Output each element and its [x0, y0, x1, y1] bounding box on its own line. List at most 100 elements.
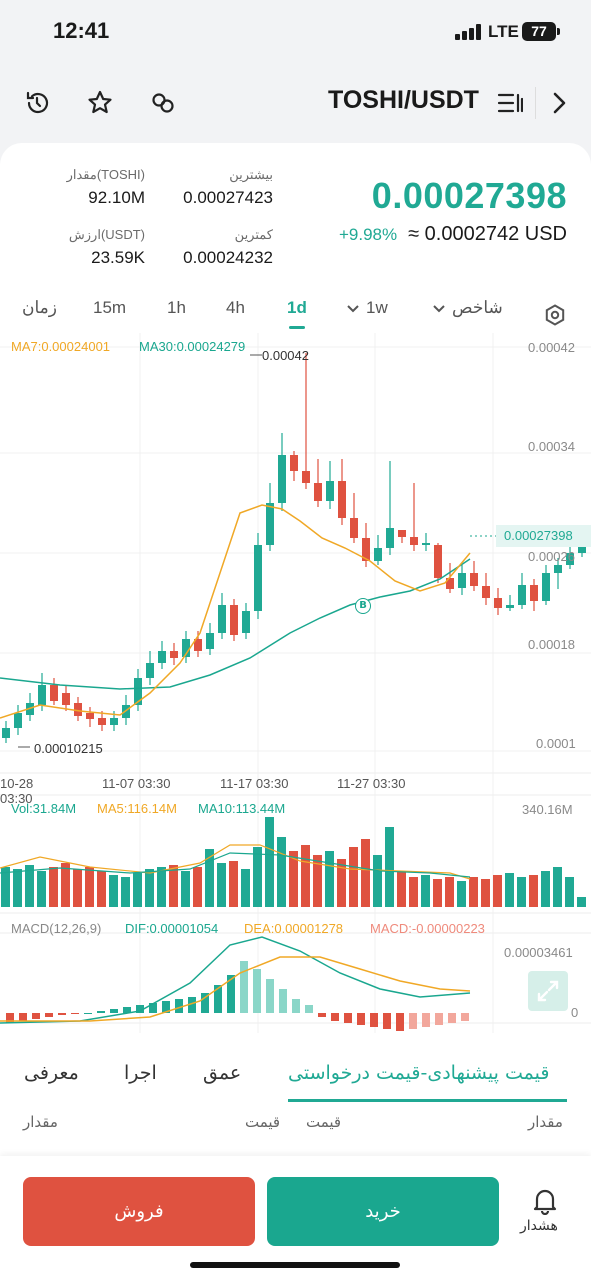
- tab-1d[interactable]: 1d: [287, 298, 307, 317]
- history-icon[interactable]: [17, 83, 57, 123]
- macd-bar: [422, 1013, 430, 1027]
- kline-chart[interactable]: [0, 333, 591, 1045]
- volume-bar: [349, 847, 358, 907]
- col-price-ask: قیمت: [245, 1113, 281, 1131]
- tab-time[interactable]: زمان: [22, 298, 57, 317]
- volume-bar: [481, 879, 490, 907]
- tab-4h[interactable]: 4h: [226, 298, 245, 317]
- candle-body: [494, 598, 502, 608]
- macd-bar: [6, 1013, 14, 1023]
- star-icon[interactable]: [80, 83, 120, 123]
- macd-bar: [162, 1001, 170, 1013]
- candle-body: [482, 586, 490, 598]
- current-price-tag: 0.00027398: [496, 525, 591, 547]
- macd-bar: [136, 1005, 144, 1013]
- volume-bar: [133, 873, 142, 907]
- buy-button[interactable]: خرید: [267, 1177, 499, 1246]
- sell-button[interactable]: فروش: [23, 1177, 255, 1246]
- last-price: 0.00027398: [371, 175, 567, 216]
- volume-bar: [97, 871, 106, 907]
- chevron-right-icon[interactable]: [539, 83, 579, 123]
- pair-title[interactable]: TOSHI/USDT: [328, 86, 479, 114]
- candle-body: [554, 565, 562, 573]
- macd-bar: [344, 1013, 352, 1023]
- candle-body: [158, 651, 166, 663]
- macd-bar: [149, 1003, 157, 1013]
- macd-bar: [175, 999, 183, 1013]
- vol-ma5-legend: MA5:116.14M: [97, 801, 177, 816]
- high-label: بیشترین: [229, 167, 273, 182]
- macd-bar: [45, 1013, 53, 1017]
- min-price-label: 0.00010215: [34, 741, 103, 756]
- candle-body: [434, 545, 442, 578]
- tab-1w-dropdown[interactable]: 1w: [346, 298, 388, 318]
- volume-bar: [61, 863, 70, 907]
- volume-bar: [541, 871, 550, 907]
- tab-orderbook[interactable]: قیمت پیشنهادی-قیمت درخواستی: [288, 1062, 550, 1084]
- bell-icon[interactable]: [532, 1187, 558, 1219]
- volume-bar: [253, 847, 262, 907]
- status-time: 12:41: [53, 18, 110, 43]
- volume-bar: [193, 867, 202, 907]
- vol-max-label: 340.16M: [522, 802, 573, 817]
- volume-bar: [493, 875, 502, 907]
- volume-bar: [229, 861, 238, 907]
- candle-body: [518, 585, 526, 605]
- macd-bar: [71, 1013, 79, 1014]
- volume-bar: [577, 897, 586, 907]
- macd-dea: DEA:0.00001278: [244, 921, 344, 936]
- network-label: LTE: [488, 22, 519, 41]
- expand-icon[interactable]: [528, 971, 568, 1011]
- volume-bar: [181, 871, 190, 907]
- link-icon[interactable]: [143, 83, 183, 123]
- tab-1h[interactable]: 1h: [167, 298, 186, 317]
- settings-icon[interactable]: [544, 304, 566, 331]
- max-price-label: 0.00042: [262, 348, 309, 363]
- volume-bar: [109, 875, 118, 907]
- candle-body: [38, 685, 46, 705]
- tab-15m[interactable]: 15m: [93, 298, 127, 317]
- candle-body: [230, 605, 238, 635]
- candle-body: [182, 639, 190, 657]
- alert-label[interactable]: هشدار: [520, 1218, 558, 1234]
- volume-bar: [265, 817, 274, 907]
- volume-bar: [337, 859, 346, 907]
- macd-bar: [84, 1013, 92, 1014]
- macd-bar: [305, 1005, 313, 1013]
- menu-icon[interactable]: [490, 83, 530, 123]
- candle-body: [542, 573, 550, 601]
- volume-bar: [301, 845, 310, 907]
- candle-body: [62, 693, 70, 705]
- orderbook-tab-indicator: [288, 1099, 567, 1102]
- volume-bar: [373, 855, 382, 907]
- macd-bar: [123, 1007, 131, 1013]
- x-tick-3: 11-17 03:30: [220, 776, 289, 791]
- price-change: +9.98%: [339, 225, 398, 244]
- volume-bar: [1, 867, 10, 907]
- home-indicator: [190, 1262, 400, 1268]
- volume-bar: [409, 877, 418, 907]
- indicator-dropdown[interactable]: شاخص: [432, 298, 503, 318]
- tab-info[interactable]: معرفی: [24, 1062, 79, 1084]
- macd-bar: [32, 1013, 40, 1019]
- chevron-down-icon: [433, 304, 445, 312]
- macd-title: MACD(12,26,9): [11, 921, 102, 936]
- tab-1w-label: 1w: [366, 298, 388, 317]
- volume-bar: [73, 869, 82, 907]
- macd-bar: [318, 1013, 326, 1017]
- candle-body: [86, 713, 94, 719]
- candle-body: [74, 703, 82, 716]
- tab-trades[interactable]: اجرا: [124, 1062, 157, 1084]
- buy-marker[interactable]: B: [355, 598, 371, 614]
- volume-label: مقدار(TOSHI): [66, 167, 145, 182]
- candle-body: [530, 585, 538, 601]
- macd-bar: [253, 969, 261, 1013]
- candle-body: [254, 545, 262, 611]
- tab-depth[interactable]: عمق: [203, 1062, 242, 1084]
- volume-bar: [397, 871, 406, 907]
- candle-body: [506, 605, 514, 608]
- macd-bar: [279, 989, 287, 1013]
- candle-body: [386, 528, 394, 548]
- candle-body: [50, 685, 58, 701]
